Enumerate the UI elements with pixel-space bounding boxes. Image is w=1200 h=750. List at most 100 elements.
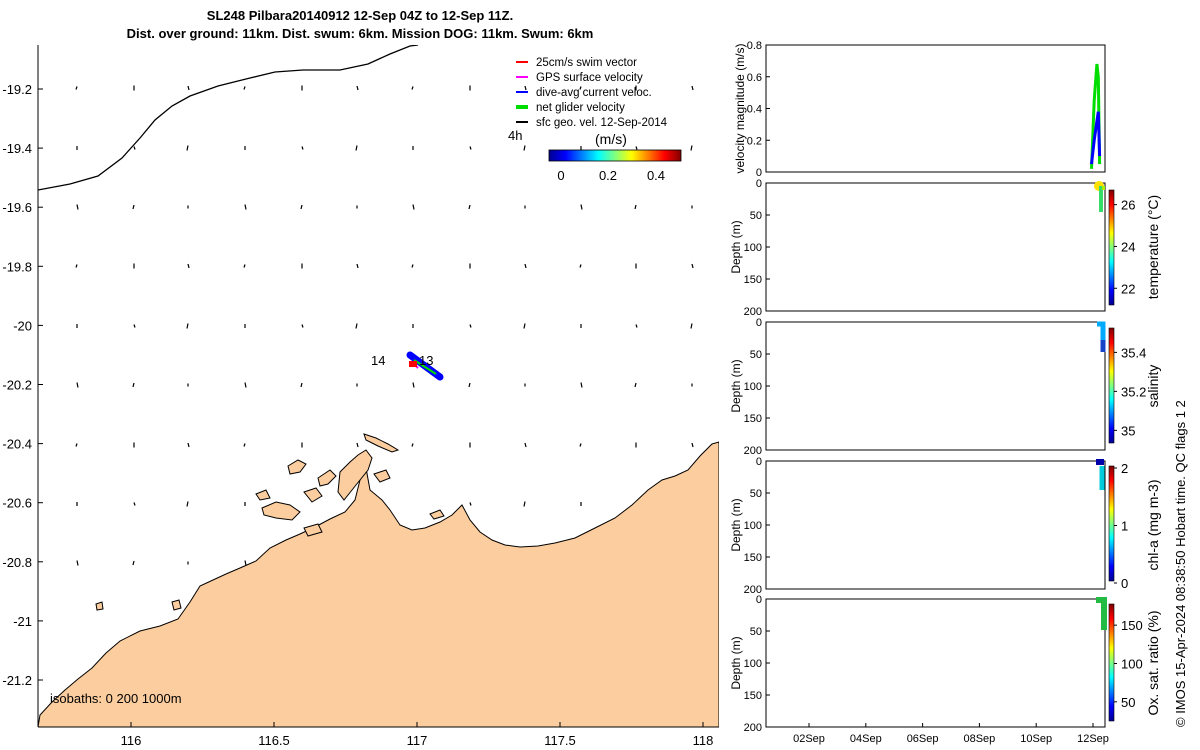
chl-a-colorbar	[1108, 465, 1115, 582]
surface-velocity-vector	[411, 86, 414, 90]
colorbar-tick-label: 35.2	[1121, 384, 1146, 399]
surface-velocity-vector	[412, 204, 415, 210]
surface-velocity-vectors	[75, 85, 694, 566]
panel-frame	[765, 182, 1106, 312]
chl-a-profile-trace	[1096, 459, 1105, 490]
surface-velocity-vector	[186, 323, 189, 329]
time-tick-label: 08Sep	[963, 733, 995, 745]
surface-velocity-vector	[691, 263, 694, 269]
surface-velocity-vector	[132, 560, 135, 566]
island	[171, 599, 182, 611]
surface-velocity-vector	[300, 204, 303, 210]
surface-velocity-vector	[690, 323, 693, 329]
surface-velocity-vector	[579, 443, 582, 447]
map-legend: 25cm/s swim vector GPS surface velocity …	[516, 57, 668, 129]
panel-y-axis-label: Depth (m)	[729, 220, 743, 273]
panel-frame	[765, 44, 1106, 173]
legend-swim-label: 25cm/s swim vector	[536, 57, 637, 69]
map-x-tick-label: 117.5	[544, 733, 576, 748]
panel-y-axis-label: velocity magnitude (m/s)	[733, 43, 747, 173]
surface-velocity-vector	[132, 382, 135, 388]
speed-colorbar-tick: 0.4	[647, 168, 665, 183]
surface-velocity-vector	[133, 324, 136, 328]
surface-velocity-vector	[76, 560, 79, 566]
chl-a-colorbar-gradient	[1108, 465, 1115, 582]
time-label: 4h	[508, 128, 522, 143]
legend-gps-label: GPS surface velocity	[536, 72, 643, 84]
map-plot: 14 13 isobaths: 0 200 1000m 25cm/s swim …	[2, 45, 719, 748]
colorbar-tick-label: 22	[1121, 281, 1135, 296]
colorbar-label: salinity	[1145, 365, 1161, 408]
surface-velocity-vector	[187, 85, 190, 91]
map-y-tick-label: -20.2	[2, 378, 32, 393]
isobath-line	[38, 45, 419, 191]
map-y-tick-label: -21	[13, 614, 32, 629]
surface-velocity-vector	[635, 146, 638, 150]
surface-velocity-vector	[243, 443, 246, 447]
panel-frame	[765, 460, 1106, 590]
surface-velocity-vector	[691, 442, 694, 448]
island	[95, 601, 104, 611]
time-tick-label: 04Sep	[850, 733, 882, 745]
panel-y-tick-label: 100	[744, 520, 762, 532]
temperature-colorbar-gradient	[1108, 189, 1115, 306]
panel-y-tick-label: 150	[744, 690, 762, 702]
isobaths-label: isobaths: 0 200 1000m	[50, 691, 182, 706]
surface-velocity-vector	[635, 324, 638, 328]
legend-sfc-geo-label: sfc geo. vel. 12-Sep-2014	[536, 117, 668, 129]
surface-velocity-vector	[469, 502, 472, 506]
surface-velocity-vector	[524, 263, 527, 269]
colorbar-label: temperature (°C)	[1145, 195, 1161, 299]
colorbar-tick-label: 150	[1121, 618, 1143, 633]
panel-y-tick-label: 50	[750, 210, 762, 222]
oxygen-trace	[1096, 597, 1107, 630]
colorbar-tick-label: 35.4	[1121, 345, 1146, 360]
surface-velocity-vector	[75, 443, 78, 447]
panel-y-tick-label: 200	[744, 445, 762, 457]
colorbar-tick-label: 2	[1121, 461, 1128, 476]
surface-velocity-vector	[301, 146, 304, 150]
island	[317, 469, 337, 487]
salinity-colorbar	[1108, 327, 1115, 444]
map-x-tick-label: 117	[407, 733, 428, 748]
panel-y-tick-label: 0.2	[747, 135, 762, 147]
temperature-colorbar	[1108, 189, 1115, 306]
surface-velocity-vector	[468, 382, 471, 388]
surface-velocity-vector	[244, 382, 247, 388]
map-y-tick-label: -20.6	[2, 496, 32, 511]
panel-y-tick-label: 0	[756, 178, 762, 190]
legend-dive-avg-label: dive-avg current veloc.	[536, 87, 652, 99]
panel-y-tick-label: 0	[756, 456, 762, 468]
panel-y-tick-label: 100	[744, 381, 762, 393]
island	[337, 449, 373, 501]
surface-velocity-vector	[187, 442, 190, 448]
panel-y-tick-label: 200	[744, 722, 762, 734]
surface-velocity-vector	[186, 145, 189, 151]
speed-colorbar-gradient	[548, 149, 682, 162]
surface-velocity-vector	[524, 442, 527, 448]
map-x-tick-label: 118	[693, 733, 714, 748]
surface-velocity-vector	[355, 145, 358, 151]
surface-velocity-vector	[634, 382, 637, 388]
island	[303, 487, 323, 503]
panel-frame	[765, 598, 1106, 728]
time-tick-label: 02Sep	[793, 733, 825, 745]
surface-velocity-vector	[523, 323, 526, 329]
island	[429, 509, 445, 520]
map-y-tick-label: -19.6	[2, 200, 32, 215]
legend-net-label: net glider velocity	[536, 102, 625, 114]
map-y-tick-label: -20.4	[2, 437, 32, 452]
panel-y-axis-label: Depth (m)	[729, 359, 743, 412]
island	[363, 433, 400, 453]
surface-velocity-vector	[355, 323, 358, 329]
panel-frame	[765, 321, 1106, 451]
surface-velocity-vector	[243, 86, 246, 90]
colorbar-tick-label: 24	[1121, 239, 1135, 254]
surface-velocity-vector	[132, 204, 135, 210]
colorbar-tick-label: 35	[1121, 423, 1135, 438]
track-label-14: 14	[371, 353, 385, 368]
colorbar-label: chl-a (mg m-3)	[1145, 479, 1161, 570]
island	[287, 459, 307, 475]
surface-velocity-vector	[523, 501, 526, 507]
